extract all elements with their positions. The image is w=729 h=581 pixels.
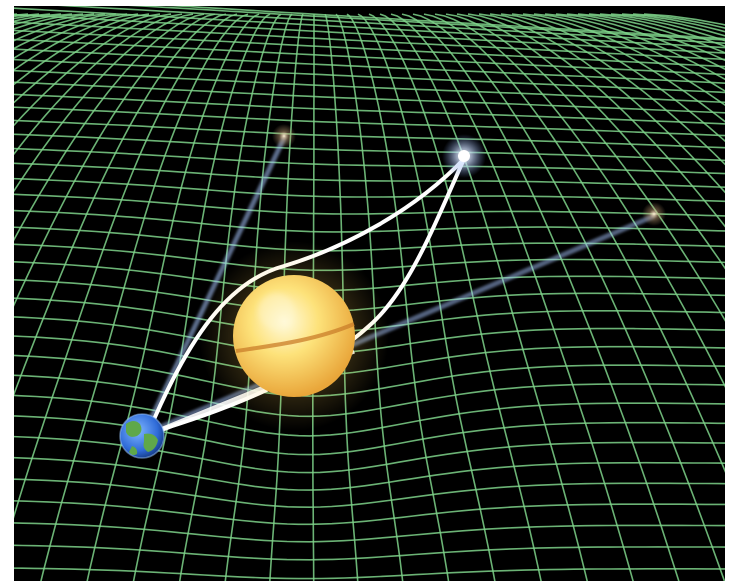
- grid-line-row: [14, 567, 725, 580]
- earth-icon: [119, 413, 165, 459]
- grid-line-column: [412, 13, 725, 581]
- grid-line-column: [14, 13, 161, 104]
- grid-line-row: [14, 500, 725, 526]
- grid-line-column: [14, 13, 183, 156]
- grid-line-column: [14, 13, 194, 193]
- grid-line-column: [390, 13, 634, 581]
- grid-line-row: [14, 394, 725, 437]
- sun-icon: [199, 241, 389, 431]
- grid-line-row: [14, 133, 725, 162]
- grid-line-row: [14, 522, 725, 543]
- grid-line-row: [14, 48, 725, 84]
- grid-line-column: [434, 13, 725, 388]
- grid-line-row: [14, 435, 725, 474]
- grid-line-column: [335, 13, 404, 581]
- grid-line-column: [456, 13, 725, 270]
- grid-line-column: [379, 13, 588, 581]
- grid-line-column: [357, 13, 496, 581]
- grid-line-column: [14, 13, 139, 71]
- grid-line-column: [401, 13, 680, 581]
- grid-line-row: [14, 193, 725, 217]
- star-icon: [442, 134, 486, 178]
- grid-line-column: [522, 13, 725, 107]
- spacetime-grid: [14, 6, 725, 581]
- grid-line-row: [14, 478, 725, 509]
- grid-line-column: [533, 13, 725, 93]
- grid-line-row: [14, 119, 725, 149]
- grid-line-row: [14, 147, 725, 175]
- grid-line-column: [489, 13, 725, 166]
- grid-line-row: [14, 456, 725, 491]
- grid-line-column: [14, 13, 216, 307]
- grid-line-column: [14, 13, 172, 127]
- grid-line-column: [324, 13, 359, 581]
- grid-line-column: [423, 13, 725, 473]
- grid-line-column: [86, 13, 260, 581]
- grid-line-row: [14, 162, 725, 189]
- grid-line-row: [14, 13, 725, 54]
- grid-line-row: [14, 7, 725, 49]
- grid-line-column: [577, 13, 725, 54]
- grid-line-column: [368, 13, 542, 581]
- grid-line-column: [40, 13, 249, 581]
- grid-line-column: [566, 13, 725, 62]
- grid-line-row: [14, 415, 725, 456]
- grid-line-column: [511, 13, 725, 123]
- grid-line-column: [14, 13, 128, 59]
- distant-star-left: [272, 124, 296, 148]
- grid-line-column: [14, 13, 150, 86]
- grid-line-column: [269, 13, 304, 581]
- grid-line-row: [14, 177, 725, 203]
- grid-line-row: [14, 58, 725, 94]
- grid-line-row: [14, 226, 725, 252]
- grid-line-column: [132, 13, 271, 581]
- grid-line-column: [555, 13, 725, 70]
- grid-line-column: [500, 13, 725, 143]
- grid-line-column: [224, 13, 293, 581]
- grid-line-column: [544, 13, 725, 81]
- distant-star-right: [642, 202, 666, 226]
- grid-line-row: [14, 374, 725, 418]
- grid-line-column: [478, 13, 725, 194]
- grid-line-column: [178, 13, 282, 581]
- spacetime-curvature-illustration: [14, 6, 725, 581]
- grid-line-column: [14, 13, 205, 242]
- grid-line-row: [14, 81, 725, 114]
- grid-line-column: [14, 13, 238, 519]
- grid-line-column: [312, 14, 315, 581]
- grid-line-row: [14, 106, 725, 137]
- grid-line-column: [14, 13, 227, 397]
- grid-line-column: [467, 13, 725, 228]
- grid-line-column: [346, 13, 450, 581]
